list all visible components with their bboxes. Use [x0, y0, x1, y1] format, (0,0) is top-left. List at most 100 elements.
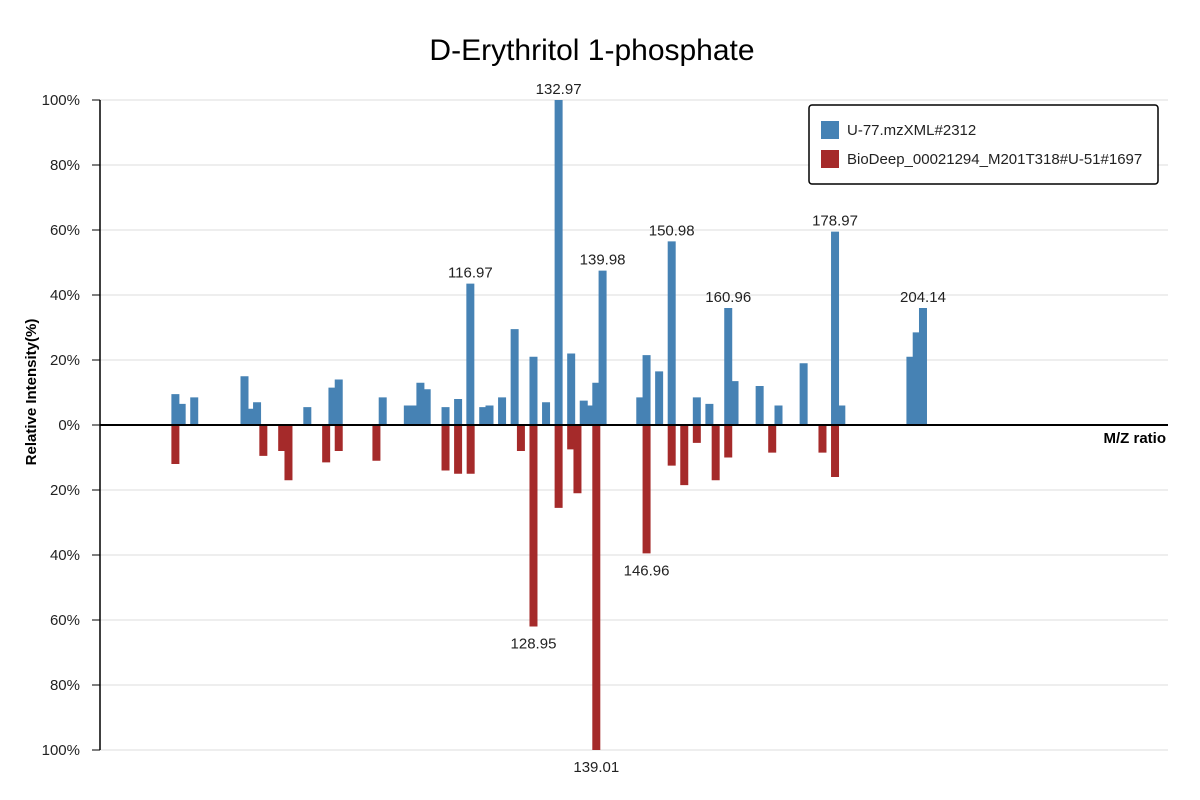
peak-label: 132.97: [536, 81, 582, 98]
bar-bottom: [692, 425, 701, 443]
bar-top: [579, 400, 588, 425]
bar-top: [542, 402, 551, 425]
peak-label: 204.14: [900, 289, 946, 306]
chart-title: D-Erythritol 1-phosphate: [429, 34, 754, 67]
y-tick-label: 100%: [42, 92, 80, 109]
bar-top: [918, 308, 927, 425]
bar-bottom: [372, 425, 381, 461]
legend-swatch-bottom: [821, 150, 839, 168]
bar-bottom: [466, 425, 475, 474]
bars: [171, 100, 927, 750]
bar-top: [485, 405, 494, 425]
bar-bottom: [529, 425, 538, 627]
bar-bottom: [554, 425, 563, 508]
bar-top: [403, 405, 412, 425]
legend-label-bottom: BioDeep_00021294_M201T318#U-51#1697: [847, 151, 1142, 168]
y-tick-label: 60%: [50, 222, 80, 239]
bar-top: [586, 405, 595, 425]
bar-top: [912, 332, 921, 425]
bar-top: [441, 407, 450, 425]
y-tick-labels: 0% 20% 40% 60% 80% 100% 20% 40% 60% 80% 100%: [42, 92, 80, 759]
bar-top: [755, 386, 764, 425]
bar-bottom: [711, 425, 720, 481]
bar-top: [410, 405, 419, 425]
legend-swatch-top: [821, 121, 839, 139]
bar-bottom: [259, 425, 268, 456]
bar-bottom: [454, 425, 463, 474]
bar-top: [416, 382, 425, 425]
bar-top: [177, 403, 186, 425]
y-tick-label: 80%: [50, 157, 80, 174]
bar-top: [422, 389, 431, 425]
bar-top: [554, 100, 563, 425]
peak-label: 178.97: [812, 213, 858, 230]
legend: U-77.mzXML#2312 BioDeep_00021294_M201T31…: [808, 104, 1159, 185]
bar-top: [730, 381, 739, 425]
y-tick-label: 100%: [42, 742, 80, 759]
bar-bottom: [680, 425, 689, 486]
bar-top: [831, 231, 840, 425]
bar-bottom: [278, 425, 287, 451]
peak-label: 146.96: [624, 562, 670, 579]
bar-bottom: [724, 425, 733, 458]
bar-top: [799, 363, 808, 425]
y-tick-label: 20%: [50, 482, 80, 499]
bar-top: [705, 403, 714, 425]
peak-label: 139.98: [580, 252, 626, 269]
bar-top: [774, 405, 783, 425]
bar-top: [567, 353, 576, 425]
y-tick-label: 80%: [50, 677, 80, 694]
peak-label: 160.96: [705, 289, 751, 306]
y-tick-label: 40%: [50, 547, 80, 564]
bar-bottom: [171, 425, 180, 464]
bar-bottom: [667, 425, 676, 466]
bar-top: [642, 355, 651, 425]
grid-lines: [100, 99, 1168, 751]
bar-top: [246, 408, 255, 425]
bar-top: [171, 394, 180, 425]
peak-label: 116.97: [448, 265, 493, 282]
peak-label: 139.01: [573, 759, 619, 776]
peak-labels: 116.97 132.97 139.98 150.98 160.96 178.97 204.…: [448, 81, 946, 776]
y-tick-label: 60%: [50, 612, 80, 629]
y-axis-title: Relative Intensity(%): [23, 319, 40, 466]
peak-label: 128.95: [511, 636, 557, 653]
bar-bottom: [441, 425, 450, 471]
bar-top: [510, 329, 519, 425]
bar-top: [303, 407, 312, 425]
bar-bottom: [573, 425, 582, 494]
bar-top: [636, 397, 645, 425]
bar-top: [724, 308, 733, 425]
bar-bottom: [516, 425, 525, 451]
bar-top: [592, 382, 601, 425]
bar-bottom: [818, 425, 827, 453]
bar-bottom: [831, 425, 840, 477]
bar-top: [454, 399, 463, 425]
bar-bottom: [334, 425, 343, 451]
bar-top: [190, 397, 199, 425]
bar-top: [253, 402, 262, 425]
y-tick-label: 20%: [50, 352, 80, 369]
peak-label: 150.98: [649, 222, 695, 239]
bar-top: [378, 397, 387, 425]
bar-top: [498, 397, 507, 425]
bar-top: [240, 376, 249, 425]
bar-bottom: [322, 425, 331, 463]
bar-top: [655, 371, 664, 425]
bar-top: [529, 356, 538, 425]
bar-top: [328, 387, 337, 425]
axes: [92, 99, 1168, 751]
bar-top: [906, 356, 915, 425]
bar-top: [334, 379, 343, 425]
bar-bottom: [567, 425, 576, 450]
bar-top: [692, 397, 701, 425]
bar-top: [466, 283, 475, 425]
y-tick-label: 0%: [58, 417, 80, 434]
bar-top: [598, 270, 607, 425]
bar-bottom: [592, 425, 601, 750]
bar-bottom: [642, 425, 651, 554]
y-tick-label: 40%: [50, 287, 80, 304]
bar-bottom: [768, 425, 777, 453]
x-axis-title: M/Z ratio: [1104, 430, 1167, 447]
